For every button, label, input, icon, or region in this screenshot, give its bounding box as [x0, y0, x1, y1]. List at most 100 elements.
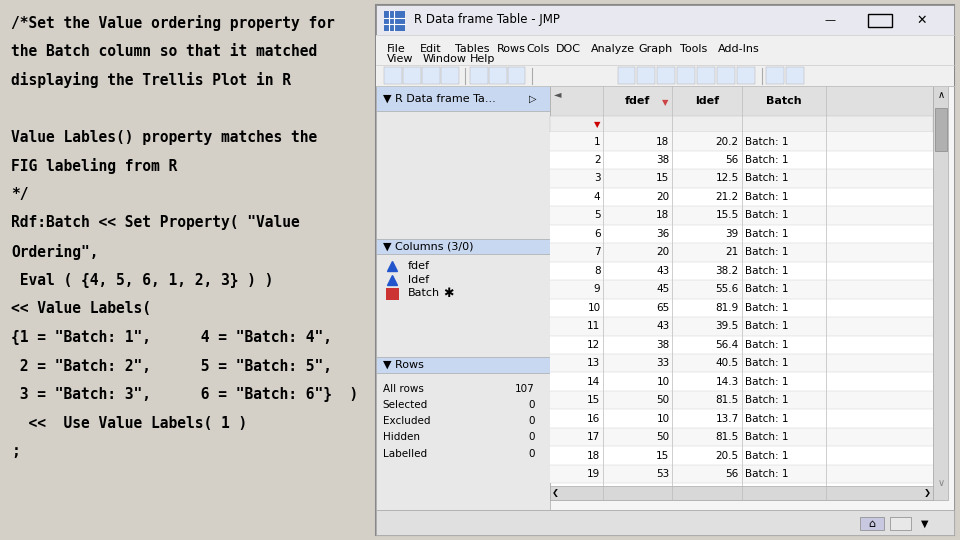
Bar	[550, 188, 933, 206]
Text: 50: 50	[657, 395, 669, 405]
Text: View: View	[387, 55, 414, 64]
Text: <<  Use Value Labels( 1 ): << Use Value Labels( 1 )	[12, 416, 248, 431]
Text: {1 = "Batch: 1",: {1 = "Batch: 1",	[12, 330, 151, 345]
Text: 19: 19	[588, 469, 600, 479]
Bar	[550, 354, 933, 373]
Bar	[550, 280, 933, 299]
Bar	[935, 108, 947, 151]
Text: Selected: Selected	[383, 400, 428, 410]
Bar	[658, 68, 675, 84]
Text: Batch: 1: Batch: 1	[745, 247, 788, 258]
Text: Batch: Batch	[766, 96, 802, 106]
Text: Batch: 1: Batch: 1	[745, 340, 788, 350]
Text: 38: 38	[657, 155, 669, 165]
Text: 12: 12	[588, 340, 600, 350]
Text: DOC: DOC	[556, 44, 581, 53]
Bar	[384, 11, 405, 31]
Bar	[550, 132, 933, 151]
Text: 39: 39	[726, 229, 738, 239]
Bar	[375, 86, 954, 510]
Text: 21: 21	[726, 247, 738, 258]
Bar	[717, 68, 735, 84]
Text: 13: 13	[588, 358, 600, 368]
Text: Batch: 1: Batch: 1	[745, 211, 788, 220]
Text: 38.2: 38.2	[715, 266, 738, 276]
Text: Batch: 1: Batch: 1	[745, 377, 788, 387]
Text: Batch: 1: Batch: 1	[745, 358, 788, 368]
Text: Batch: 1: Batch: 1	[745, 469, 788, 479]
Text: 56.4: 56.4	[715, 340, 738, 350]
Bar	[550, 116, 933, 132]
Text: 4: 4	[594, 192, 600, 202]
Text: 81.5: 81.5	[715, 432, 738, 442]
Text: Add-Ins: Add-Ins	[718, 44, 759, 53]
Text: ldef: ldef	[695, 96, 719, 106]
Text: ▼: ▼	[661, 98, 668, 107]
Text: 53: 53	[657, 469, 669, 479]
Text: Edit: Edit	[420, 44, 442, 53]
Bar	[637, 68, 655, 84]
Text: Cols: Cols	[526, 44, 549, 53]
Bar	[375, 5, 954, 35]
Text: 81.5: 81.5	[715, 395, 738, 405]
Bar	[422, 68, 440, 84]
Text: 0: 0	[528, 416, 535, 426]
Text: R Data frame Table - JMP: R Data frame Table - JMP	[414, 14, 560, 26]
Text: displaying the Trellis Plot in R: displaying the Trellis Plot in R	[12, 72, 291, 89]
Text: 55.6: 55.6	[715, 285, 738, 294]
Text: 15: 15	[657, 173, 669, 184]
Bar	[375, 86, 550, 111]
Bar	[677, 68, 695, 84]
Text: Help: Help	[470, 55, 495, 64]
Text: Batch: 1: Batch: 1	[745, 432, 788, 442]
Bar	[550, 299, 933, 317]
Text: */: */	[12, 187, 29, 202]
Text: 0: 0	[528, 400, 535, 410]
Text: 50: 50	[657, 432, 669, 442]
Bar	[869, 14, 892, 27]
Text: << Value Labels(: << Value Labels(	[12, 301, 151, 316]
Text: ∨: ∨	[937, 478, 945, 488]
Bar	[697, 68, 715, 84]
Bar	[737, 68, 756, 84]
Bar	[550, 151, 933, 169]
Text: 14.3: 14.3	[715, 377, 738, 387]
Text: 43: 43	[657, 321, 669, 331]
Text: 13.7: 13.7	[715, 414, 738, 424]
Text: ▼: ▼	[594, 120, 601, 129]
Text: 12.5: 12.5	[715, 173, 738, 184]
Text: 33: 33	[657, 358, 669, 368]
Bar	[375, 357, 550, 373]
Text: 8: 8	[594, 266, 600, 276]
Text: 40.5: 40.5	[715, 358, 738, 368]
Bar	[550, 261, 933, 280]
Bar	[550, 206, 933, 225]
Text: ❮: ❮	[552, 488, 559, 497]
Bar	[489, 68, 507, 84]
Text: File: File	[387, 44, 406, 53]
Text: 2 = "Batch: 2",: 2 = "Batch: 2",	[12, 359, 151, 374]
Bar	[550, 373, 933, 391]
Text: Graph: Graph	[638, 44, 673, 53]
Bar	[890, 517, 911, 530]
Bar	[550, 447, 933, 465]
Bar	[550, 317, 933, 335]
Text: 10: 10	[588, 303, 600, 313]
Text: 56: 56	[726, 155, 738, 165]
Text: 18: 18	[588, 450, 600, 461]
Text: ▼ Rows: ▼ Rows	[383, 360, 423, 370]
Text: 3: 3	[594, 173, 600, 184]
Text: 20.5: 20.5	[715, 450, 738, 461]
Bar	[550, 428, 933, 447]
Text: 21.2: 21.2	[715, 192, 738, 202]
Text: /*Set the Value ordering property for: /*Set the Value ordering property for	[12, 15, 335, 31]
Bar	[617, 68, 636, 84]
Text: 5: 5	[594, 211, 600, 220]
Text: 10: 10	[657, 414, 669, 424]
Bar	[933, 86, 948, 500]
Text: 20.2: 20.2	[715, 137, 738, 146]
Bar	[375, 86, 550, 510]
Bar	[386, 288, 398, 300]
Text: 3 = "Batch: 3",: 3 = "Batch: 3",	[12, 387, 151, 402]
Text: Batch: Batch	[408, 288, 440, 298]
